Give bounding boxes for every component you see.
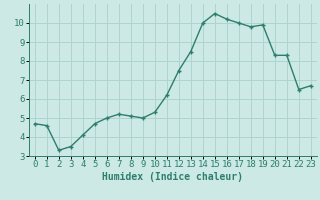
X-axis label: Humidex (Indice chaleur): Humidex (Indice chaleur) [102, 172, 243, 182]
